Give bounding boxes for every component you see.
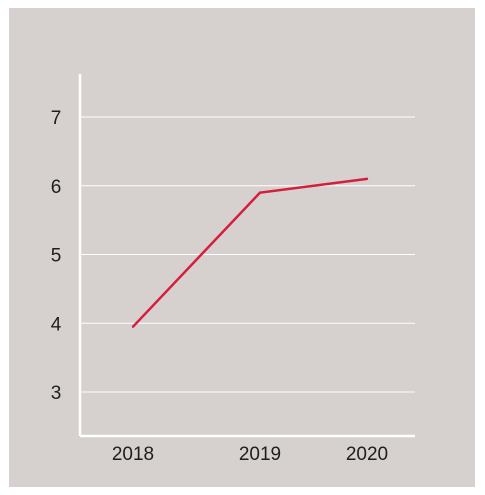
y-tick-label-3: 3 (51, 383, 62, 404)
x-tick-labels: 2018 2019 2020 (112, 444, 388, 465)
data-point-2018 (131, 325, 135, 328)
y-tick-labels: 3 4 5 6 7 (51, 108, 62, 404)
line-chart: 3 4 5 6 7 2018 2019 2020 (9, 8, 475, 487)
x-tick-label-2019: 2019 (239, 444, 281, 465)
x-tick-label-2020: 2020 (346, 444, 388, 465)
data-point-2019 (258, 191, 262, 194)
axes (78, 74, 415, 438)
data-point-2020 (365, 177, 369, 181)
y-tick-label-7: 7 (51, 108, 62, 129)
y-tick-label-6: 6 (51, 177, 62, 198)
y-tick-label-5: 5 (51, 246, 62, 267)
chart-background (9, 8, 475, 487)
series (131, 177, 369, 328)
x-tick-label-2018: 2018 (112, 444, 154, 465)
y-tick-label-4: 4 (51, 314, 62, 335)
chart-panel: 3 4 5 6 7 2018 2019 2020 (9, 8, 475, 487)
